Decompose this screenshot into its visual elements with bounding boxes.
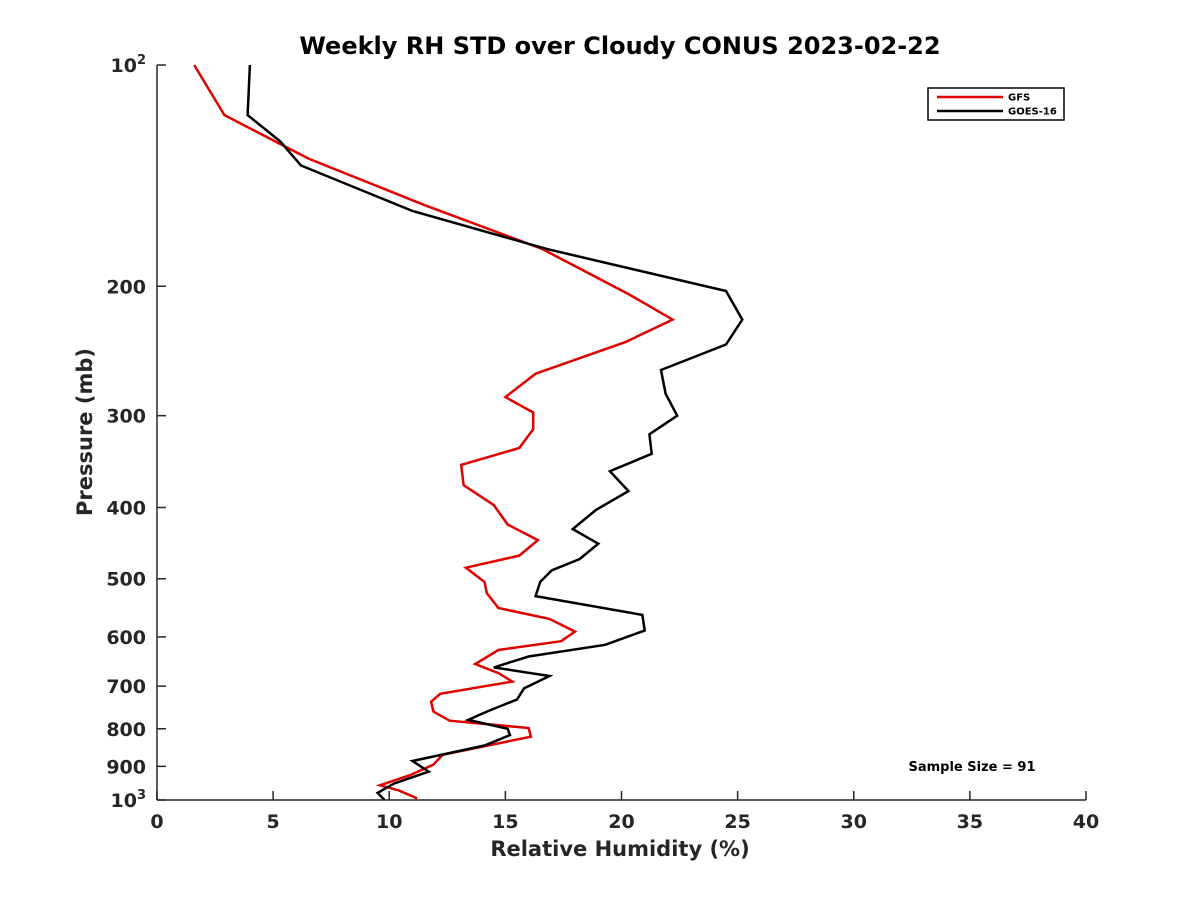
series-line-gfs [193, 64, 676, 800]
y-tick-exponent: 3 [137, 788, 146, 803]
sample-size-annotation: Sample Size = 91 [908, 760, 1035, 775]
y-tick-label: 102 [111, 53, 147, 77]
legend: GFS GOES-16 [927, 87, 1065, 121]
x-tick-label: 15 [492, 811, 518, 833]
y-tick-base: 10 [111, 790, 137, 812]
x-tick-label: 30 [841, 811, 867, 833]
y-tick-label: 500 [106, 569, 146, 591]
y-tick-label: 400 [106, 498, 146, 520]
legend-box [927, 87, 1065, 121]
x-axis-label: Relative Humidity (%) [490, 837, 749, 861]
legend-label: GFS [1008, 93, 1030, 104]
legend-label: GOES-16 [1008, 107, 1057, 118]
x-tick-label: 25 [724, 811, 750, 833]
y-tick-base: 10 [111, 55, 137, 77]
y-tick-label: 700 [106, 676, 146, 698]
series-line-goes-16 [246, 64, 744, 801]
x-tick-label: 35 [957, 811, 983, 833]
y-axis-label: Pressure (mb) [73, 348, 97, 516]
y-tick-label: 300 [106, 406, 146, 428]
x-tick-label: 5 [267, 811, 280, 833]
chart-title: Weekly RH STD over Cloudy CONUS 2023-02-… [299, 32, 940, 60]
x-tick-label: 0 [150, 811, 163, 833]
y-tick-label: 200 [106, 276, 146, 298]
x-tick-label: 20 [608, 811, 634, 833]
y-tick-label: 600 [106, 627, 146, 649]
y-tick-exponent: 2 [137, 53, 146, 68]
y-tick-label: 900 [106, 756, 146, 778]
x-tick-label: 10 [376, 811, 402, 833]
y-tick-label: 103 [111, 788, 147, 812]
y-tick-label: 800 [106, 719, 146, 741]
x-ticks: 0 5 10 15 20 25 30 35 40 [150, 791, 1099, 833]
series-layer [193, 64, 744, 801]
x-tick-label: 40 [1073, 811, 1099, 833]
